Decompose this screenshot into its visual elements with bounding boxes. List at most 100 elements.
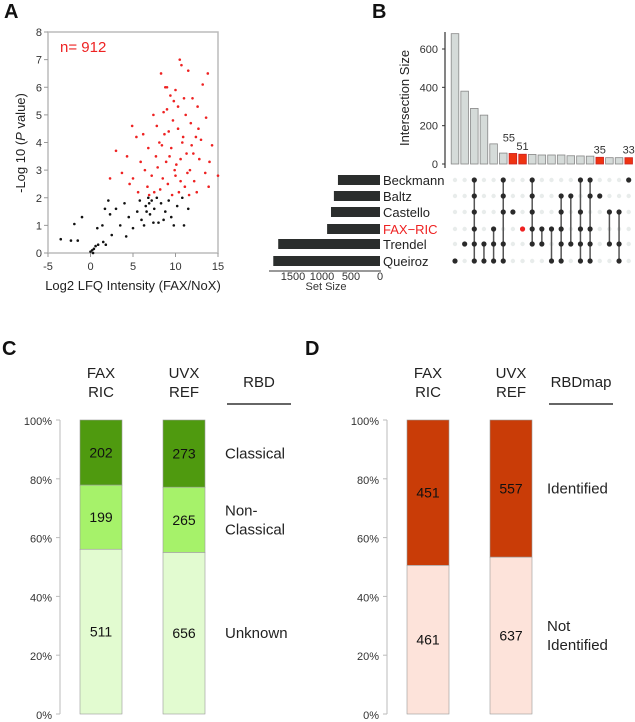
- rbd-value-label: 199: [89, 509, 113, 525]
- x-tick-label: 0: [87, 261, 93, 273]
- intersection-label: 35: [594, 144, 606, 156]
- matrix-dot-empty: [510, 226, 516, 232]
- data-point: [76, 239, 80, 242]
- column-header: UVX REF: [169, 365, 200, 401]
- rbd-value-label: 511: [90, 624, 113, 640]
- category-label: Unknown: [225, 625, 288, 642]
- y-tick-label: 400: [420, 82, 438, 94]
- rbdmap-segment: [406, 565, 450, 715]
- data-point: [92, 247, 96, 251]
- data-point: [169, 215, 173, 219]
- matrix-dot-empty: [481, 193, 487, 199]
- rbd-segment: [79, 419, 123, 486]
- data-point: [164, 160, 168, 164]
- data-point: [175, 204, 179, 208]
- y-tick-label: 80%: [30, 475, 52, 487]
- matrix-dot-empty: [452, 241, 458, 247]
- data-point: [147, 193, 151, 197]
- data-point: [176, 127, 180, 130]
- matrix-dot-empty: [549, 209, 554, 215]
- matrix-dot: [529, 177, 535, 183]
- data-point: [178, 58, 182, 61]
- matrix-dot-empty: [549, 177, 554, 183]
- data-point: [101, 224, 104, 227]
- rbdmap-segment: [406, 419, 450, 566]
- data-point: [167, 130, 170, 133]
- matrix-dot-empty: [597, 226, 602, 232]
- data-point: [118, 224, 122, 227]
- rbd-segment: [79, 548, 123, 715]
- data-point: [130, 124, 134, 128]
- matrix-dot-empty: [616, 177, 622, 183]
- matrix-dot: [481, 241, 487, 247]
- panel-label-c: C: [2, 338, 16, 360]
- data-point: [201, 83, 204, 86]
- data-point: [147, 201, 151, 205]
- matrix-dot-empty: [520, 209, 525, 215]
- y-tick-label: 40%: [357, 592, 379, 604]
- data-point: [139, 160, 142, 164]
- intersection-bar: [450, 33, 460, 165]
- matrix-dot: [587, 241, 593, 247]
- data-point: [73, 222, 76, 226]
- matrix-dot-empty: [510, 193, 516, 199]
- legend-header: RBD: [243, 374, 275, 391]
- data-point: [135, 135, 138, 139]
- column-header: FAX RIC: [87, 365, 115, 401]
- data-point: [124, 235, 128, 238]
- matrix-dot-empty: [520, 193, 525, 199]
- set-label: Trendel: [383, 237, 427, 252]
- data-point: [179, 157, 182, 161]
- set-size-axis-label: Set Size: [306, 281, 347, 293]
- rbd-value-label: 656: [172, 625, 196, 641]
- rbd-value-label: 273: [172, 446, 196, 462]
- rbdmap-value-label: 461: [416, 632, 440, 648]
- data-point: [207, 185, 210, 188]
- intersection-label: 51: [516, 141, 528, 153]
- intersection-bar: [547, 154, 556, 165]
- data-point: [163, 132, 166, 136]
- rbd-stacked-bar-chart: 0% 20% 40% 60% 80% 100% FAX RIC 202 199 511 UVX REF 2…: [24, 365, 291, 722]
- rbd-value-label: 202: [89, 445, 113, 461]
- data-point: [179, 179, 182, 183]
- matrix-dot: [500, 209, 506, 215]
- set-size-bar: [278, 239, 380, 249]
- matrix-dot: [500, 193, 506, 199]
- data-point: [69, 239, 73, 242]
- matrix-dot-empty: [626, 226, 631, 232]
- matrix-dot-empty: [510, 177, 516, 183]
- data-point: [147, 196, 150, 200]
- matrix-dot-empty: [491, 193, 496, 199]
- matrix-dot: [462, 241, 468, 247]
- matrix-dot: [606, 209, 613, 215]
- data-point: [203, 171, 207, 175]
- data-point: [110, 233, 114, 237]
- intersection-bar: [479, 114, 489, 165]
- data-point: [155, 124, 159, 128]
- intersection-label: 33: [623, 145, 635, 157]
- intersection-label: 55: [503, 132, 515, 144]
- data-point: [186, 171, 189, 175]
- data-point: [114, 149, 118, 153]
- data-point: [152, 190, 156, 194]
- matrix-dot: [577, 241, 584, 247]
- data-point: [96, 243, 100, 247]
- matrix-dot-empty: [520, 258, 525, 264]
- matrix-dot: [577, 226, 584, 232]
- data-point: [198, 157, 201, 161]
- data-point: [141, 132, 145, 136]
- intersection-bar: [605, 157, 614, 165]
- data-point: [162, 218, 165, 222]
- matrix-dot: [558, 193, 564, 199]
- matrix-dot: [577, 177, 584, 183]
- data-point: [150, 199, 153, 202]
- data-point: [140, 218, 143, 222]
- data-point: [152, 207, 156, 211]
- data-point: [181, 141, 184, 144]
- data-point: [150, 174, 153, 177]
- data-point: [91, 251, 95, 255]
- matrix-dot-empty: [491, 209, 496, 215]
- sample-count-annotation: n= 912: [60, 39, 106, 56]
